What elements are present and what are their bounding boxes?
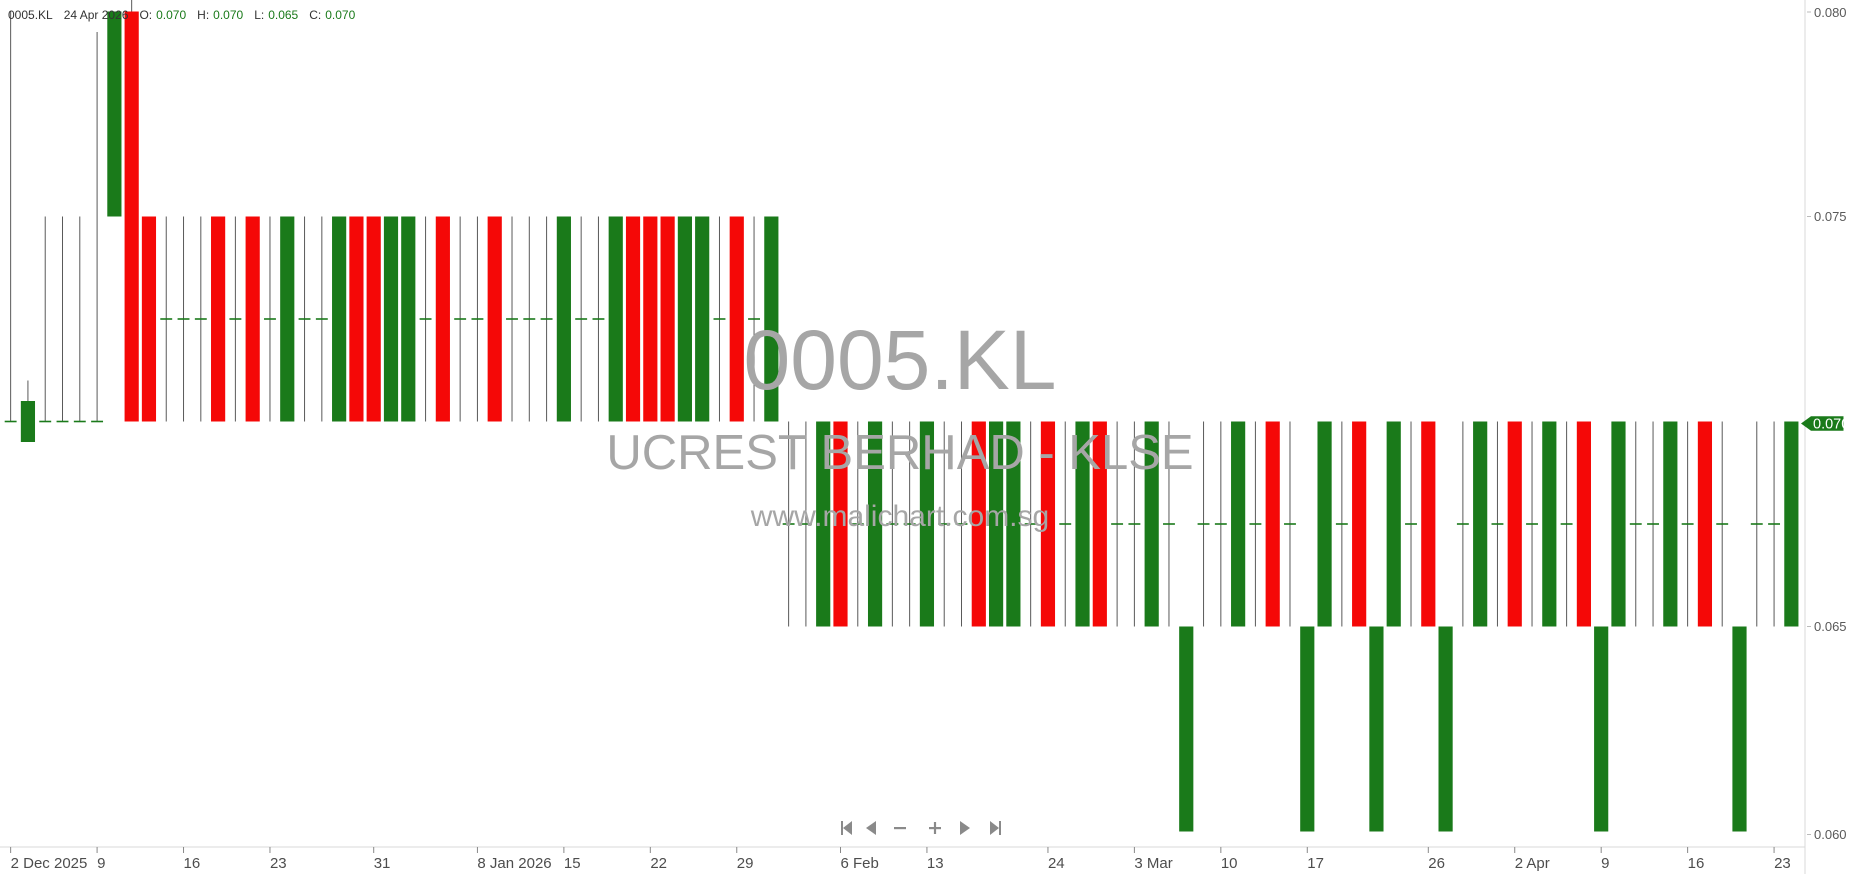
svg-text:26: 26 xyxy=(1428,855,1445,872)
svg-text:24: 24 xyxy=(1048,855,1065,872)
svg-text:0.080: 0.080 xyxy=(1814,5,1847,20)
svg-text:15: 15 xyxy=(564,855,581,872)
svg-text:10: 10 xyxy=(1221,855,1238,872)
svg-text:31: 31 xyxy=(374,855,391,872)
svg-text:2 Dec 2025: 2 Dec 2025 xyxy=(11,855,88,872)
svg-text:6 Feb: 6 Feb xyxy=(840,855,878,872)
svg-text:0.070: 0.070 xyxy=(1813,417,1849,433)
svg-text:23: 23 xyxy=(1774,855,1791,872)
svg-text:9: 9 xyxy=(97,855,105,872)
svg-text:0.065: 0.065 xyxy=(1814,619,1847,634)
svg-text:17: 17 xyxy=(1307,855,1324,872)
svg-text:0.060: 0.060 xyxy=(1814,827,1847,842)
svg-text:8 Jan 2026: 8 Jan 2026 xyxy=(477,855,551,872)
svg-text:13: 13 xyxy=(927,855,944,872)
svg-text:2 Apr: 2 Apr xyxy=(1515,855,1550,872)
svg-text:29: 29 xyxy=(737,855,754,872)
svg-text:9: 9 xyxy=(1601,855,1609,872)
svg-text:0.075: 0.075 xyxy=(1814,209,1847,224)
svg-text:16: 16 xyxy=(1688,855,1705,872)
svg-text:22: 22 xyxy=(650,855,667,872)
svg-text:16: 16 xyxy=(184,855,201,872)
svg-text:23: 23 xyxy=(270,855,287,872)
svg-text:3 Mar: 3 Mar xyxy=(1134,855,1172,872)
